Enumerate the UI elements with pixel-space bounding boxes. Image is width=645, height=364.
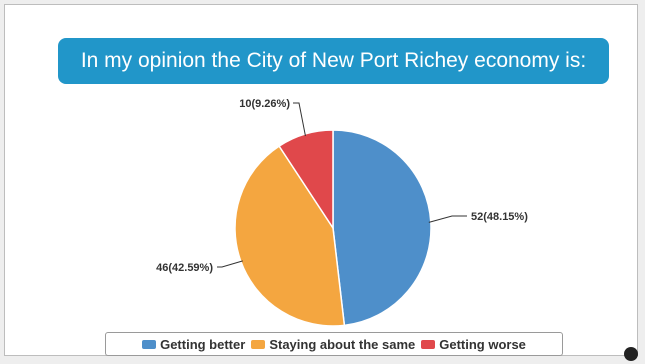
data-label-getting-worse: 10(9.26%) (239, 98, 290, 110)
slide-number-badge (624, 347, 638, 361)
legend-swatch-getting-worse (421, 339, 436, 349)
slide-title: In my opinion the City of New Port Riche… (80, 49, 587, 72)
legend-swatch-getting-better (142, 339, 157, 349)
leader-line-staying-about-the-same (217, 260, 243, 268)
pie-slice-getting-better (332, 129, 432, 327)
legend-item-getting-worse: Getting worse (421, 337, 526, 352)
legend-label-staying-about-the-same: Staying about the same (269, 336, 416, 352)
legend-label-getting-worse: Getting worse (439, 336, 526, 352)
leader-line-getting-worse (293, 102, 306, 137)
data-label-getting-better: 52(48.15%) (471, 211, 528, 223)
leader-line-getting-better (428, 215, 467, 223)
pie-chart: 52(48.15%) 46(42.59%) 10(9.26%) (156, 98, 528, 327)
chart-legend: Getting better Staying about the same Ge… (105, 332, 563, 356)
slide: In my opinion the City of New Port Riche… (4, 4, 638, 361)
legend-label-getting-better: Getting better (160, 336, 246, 352)
legend-item-getting-better: Getting better (142, 337, 245, 352)
slide-title-banner: In my opinion the City of New Port Riche… (58, 38, 609, 84)
legend-item-staying-about-the-same: Staying about the same (251, 337, 415, 352)
data-label-staying-about-the-same: 46(42.59%) (156, 262, 213, 274)
legend-swatch-staying-about-the-same (251, 339, 266, 349)
